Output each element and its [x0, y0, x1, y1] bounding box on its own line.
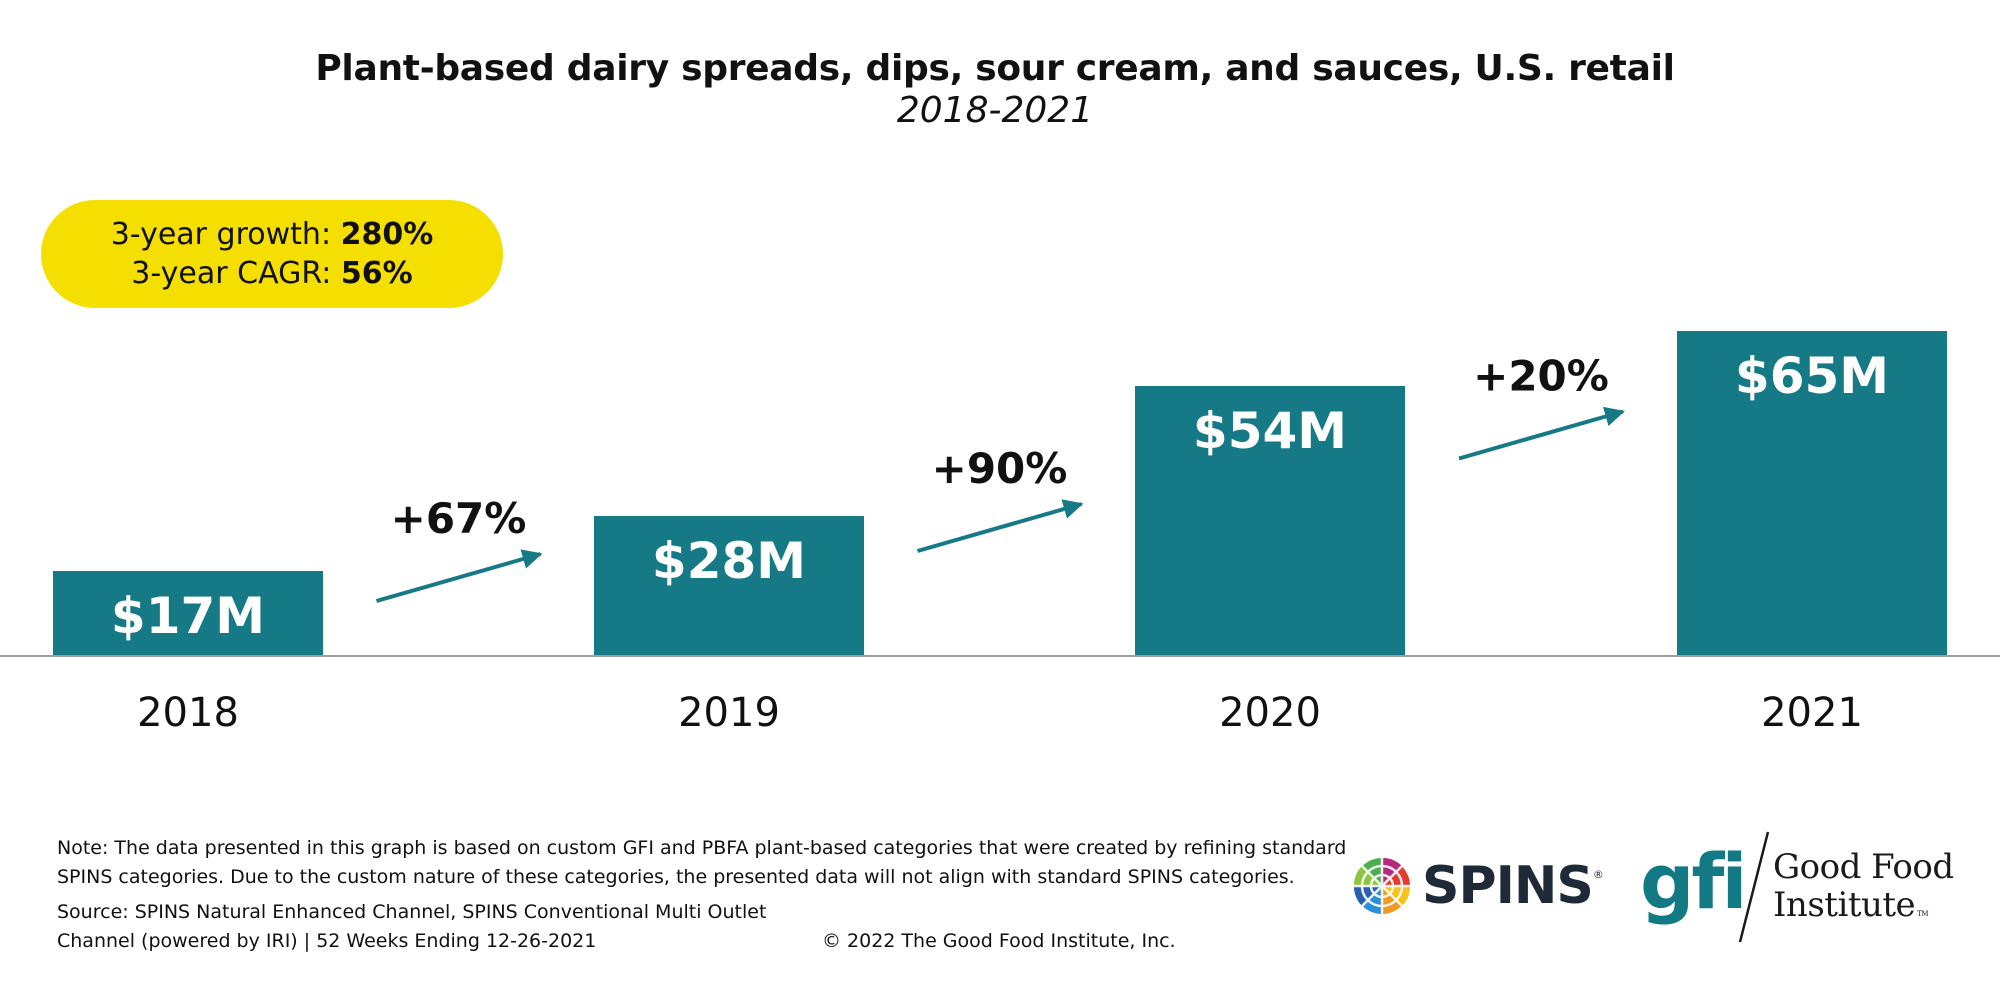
gfi-name-line-2: Institute TM — [1773, 886, 1954, 933]
gfi-trademark: TM — [1917, 910, 1929, 918]
x-tick-label-2020: 2020 — [1219, 690, 1321, 736]
spins-registered-mark: ® — [1592, 868, 1604, 881]
gfi-logo-mark: gfi — [1640, 831, 1770, 943]
gfi-divider — [1738, 831, 1770, 943]
x-tick-label-2021: 2021 — [1761, 690, 1863, 736]
growth-arrow-2 — [916, 499, 1084, 553]
growth-label-2: +90% — [932, 444, 1068, 493]
source-line-2: Channel (powered by IRI) | 52 Weeks Endi… — [57, 930, 597, 952]
bar-value-label-2019: $28M — [652, 532, 806, 590]
gfi-mark-text: gfi — [1640, 837, 1745, 926]
spins-wordmark: SPINS — [1422, 856, 1594, 916]
bar-2019 — [594, 516, 864, 656]
growth-arrows-layer — [375, 406, 1625, 603]
bar-value-label-2021: $65M — [1735, 347, 1889, 405]
bar-value-label-2020: $54M — [1193, 402, 1347, 460]
growth-line: 3-year growth: 280% — [111, 215, 434, 254]
growth-label-1: +67% — [391, 494, 527, 543]
bar-value-label-2018: $17M — [111, 587, 265, 645]
summary-badge: 3-year growth: 280% 3-year CAGR: 56% — [41, 200, 503, 308]
cagr-label: 3-year CAGR: — [131, 256, 341, 291]
x-tick-label-2019: 2019 — [678, 690, 780, 736]
cagr-line: 3-year CAGR: 56% — [131, 254, 412, 293]
growth-arrow-1 — [375, 549, 543, 603]
gfi-wordmark: Good Food Institute TM — [1773, 848, 1954, 933]
x-tick-label-2018: 2018 — [137, 690, 239, 736]
bar-2020 — [1135, 386, 1405, 656]
growth-label: 3-year growth: — [110, 217, 341, 252]
growth-arrow-3 — [1458, 406, 1625, 461]
gfi-name-line-1: Good Food — [1773, 847, 1954, 887]
bar-2021 — [1677, 331, 1947, 656]
growth-label-3: +20% — [1473, 352, 1609, 401]
footer-source: Source: SPINS Natural Enhanced Channel, … — [57, 898, 817, 956]
footer-note: Note: The data presented in this graph i… — [57, 837, 1347, 888]
source-line-1: Source: SPINS Natural Enhanced Channel, … — [57, 901, 767, 923]
bars-layer — [53, 331, 1947, 656]
labels-layer: $17M 2018 $28M 2019 $54M 2020 $65M 2021 +67% +90%… — [111, 347, 1889, 736]
bar-chart: $17M 2018 $28M 2019 $54M 2020 $65M 2021 +67% +90%… — [0, 331, 2000, 736]
bar-2018 — [53, 571, 323, 656]
spins-globe-icon — [1353, 857, 1411, 914]
growth-value: 280% — [340, 217, 434, 252]
chart-title: Plant-based dairy spreads, dips, sour cr… — [315, 48, 1675, 89]
copyright: © 2022 The Good Food Institute, Inc. — [822, 930, 1176, 952]
spins-logo: SPINS ® — [1350, 856, 1604, 916]
gfi-name-line-2-text: Institute — [1773, 885, 1916, 925]
cagr-value: 56% — [340, 256, 413, 291]
chart-subtitle: 2018-2021 — [896, 90, 1094, 131]
